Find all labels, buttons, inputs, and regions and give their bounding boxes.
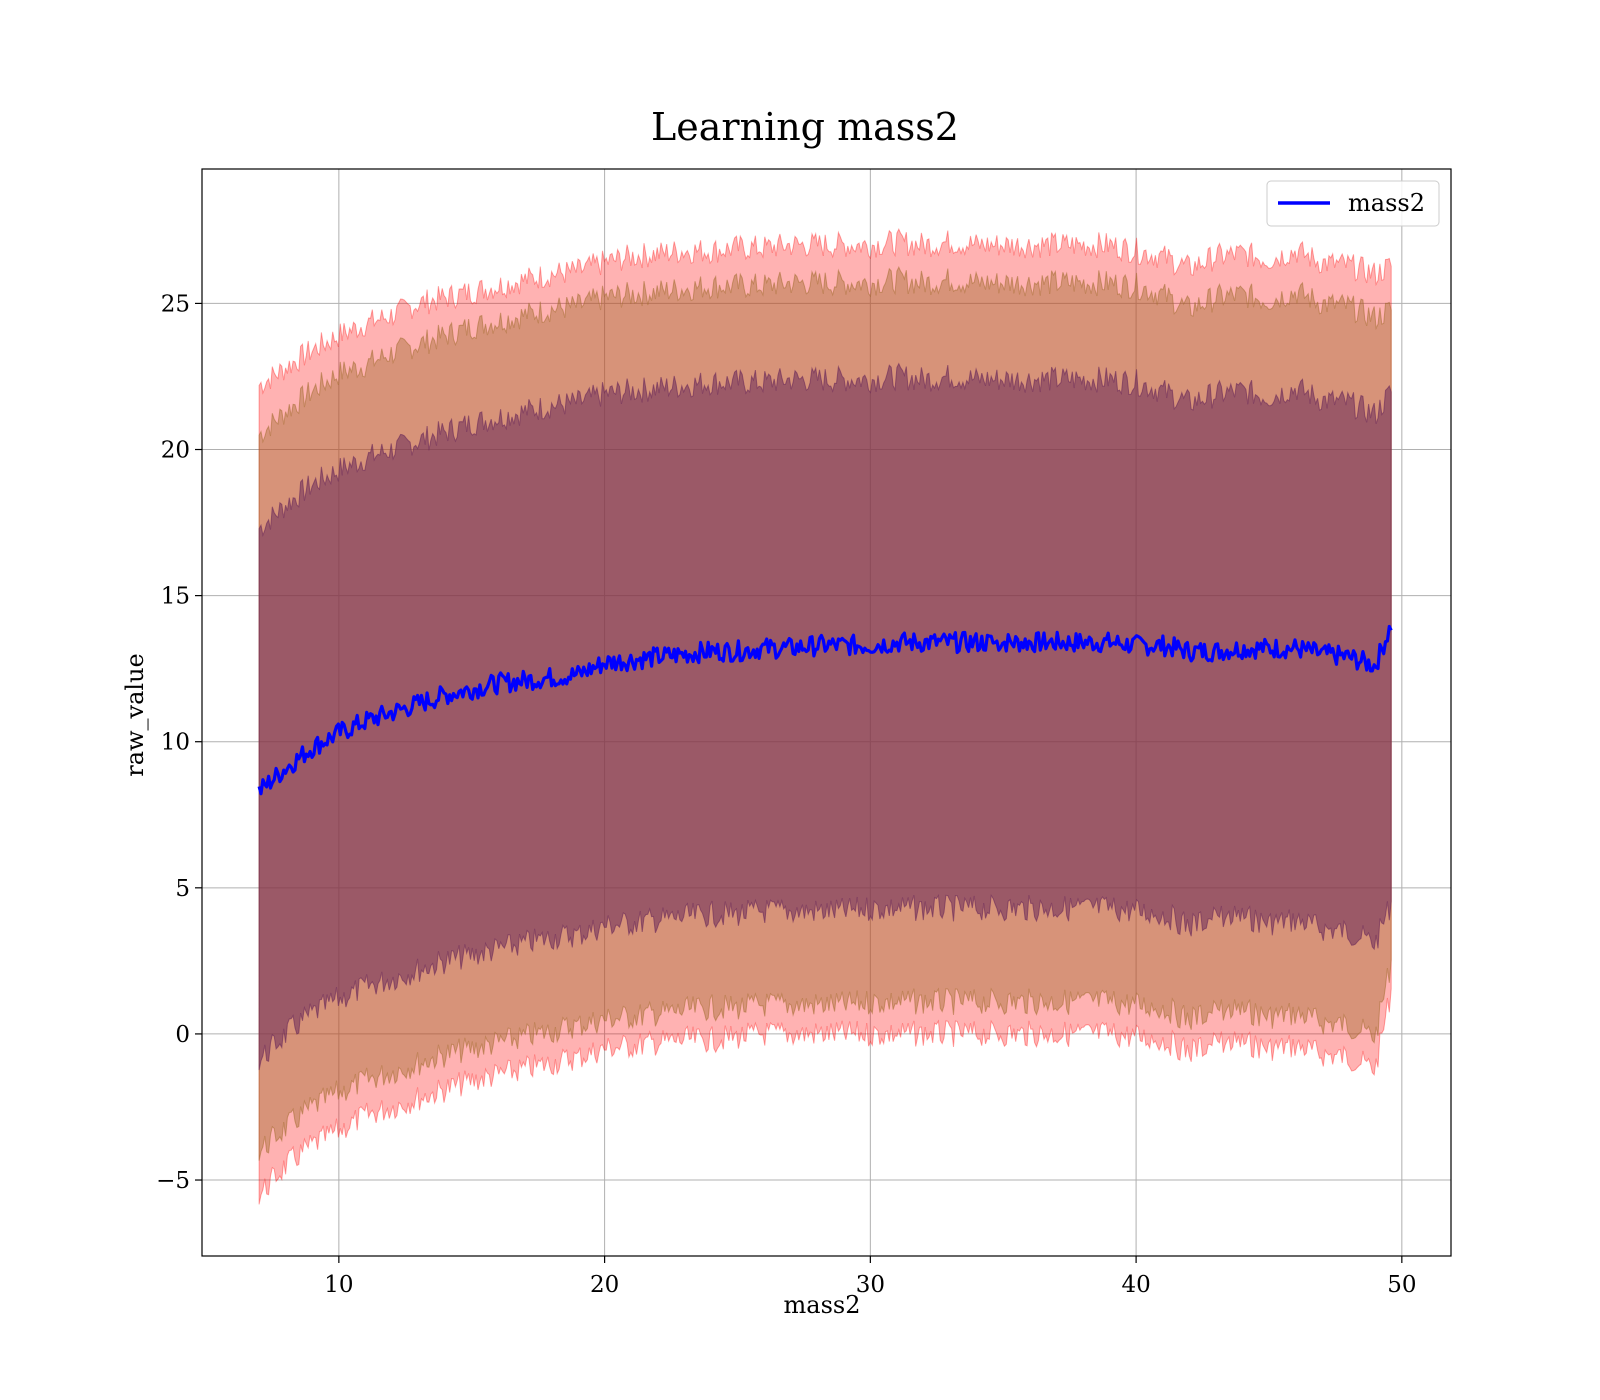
legend-label-mass2: mass2 <box>1348 189 1425 217</box>
confidence-bands <box>258 228 1392 1205</box>
x-tick-label: 30 <box>856 1272 885 1298</box>
y-axis-label: raw_value <box>121 653 149 777</box>
legend-box <box>1266 180 1440 227</box>
x-tick-label: 10 <box>324 1272 353 1298</box>
y-tick-label: 25 <box>161 291 190 317</box>
x-axis-label: mass2 <box>784 1291 861 1319</box>
y-tick-label: −5 <box>156 1168 190 1194</box>
y-tick-label: 0 <box>175 1022 190 1048</box>
axis-ticks: 10 20 30 40 50 −5 0 5 10 15 20 25 <box>156 291 1416 1298</box>
band-inner <box>258 362 1392 1071</box>
y-tick-label: 10 <box>161 730 190 756</box>
x-tick-label: 40 <box>1121 1272 1150 1298</box>
y-tick-label: 20 <box>161 438 190 464</box>
mean-line-layer <box>257 624 1393 796</box>
chart-title: Learning mass2 <box>651 105 959 149</box>
y-tick-label: 15 <box>161 584 190 610</box>
x-tick-label: 20 <box>590 1272 619 1298</box>
x-tick-label: 50 <box>1387 1272 1416 1298</box>
series-line-mass2 <box>257 624 1393 796</box>
plot-frame <box>201 168 1452 1257</box>
y-tick-label: 5 <box>175 876 190 902</box>
legend: mass2 <box>1266 180 1440 227</box>
